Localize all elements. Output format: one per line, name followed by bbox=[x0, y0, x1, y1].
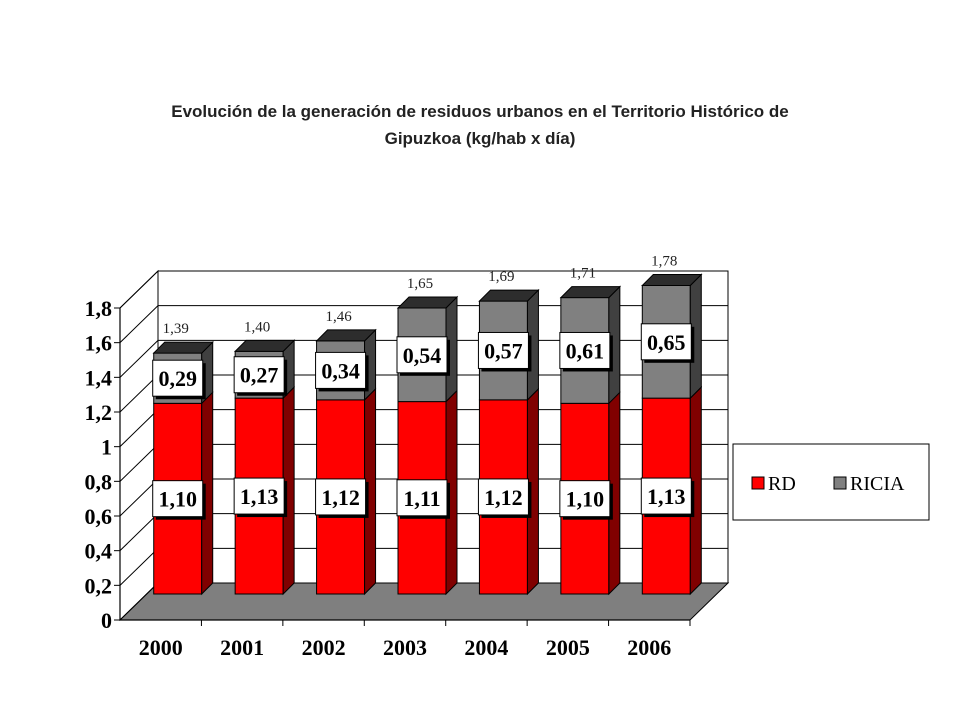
data-label-box bbox=[559, 331, 611, 369]
bar-top bbox=[233, 339, 296, 352]
data-label-box bbox=[396, 479, 448, 517]
data-label-ricia: 0,29 bbox=[158, 366, 197, 391]
x-tick-label: 2004 bbox=[464, 635, 508, 660]
legend-label-ricia: RICIA bbox=[850, 473, 905, 495]
y-tick-label: 1,4 bbox=[85, 365, 113, 390]
total-label: 1,69 bbox=[488, 269, 514, 285]
x-tick-label: 2002 bbox=[302, 635, 346, 660]
data-label-ricia: 0,57 bbox=[484, 338, 523, 363]
data-label-rd: 1,11 bbox=[403, 486, 440, 511]
y-tick-label: 1 bbox=[101, 435, 112, 460]
chart-title-line-2: Gipuzkoa (kg/hab x día) bbox=[384, 129, 576, 148]
total-label: 1,40 bbox=[244, 319, 270, 335]
total-label: 1,71 bbox=[570, 266, 596, 282]
data-label-ricia: 0,65 bbox=[647, 330, 686, 355]
gridline bbox=[119, 270, 728, 309]
total-label: 1,65 bbox=[407, 276, 433, 292]
data-label-box bbox=[233, 356, 285, 394]
data-label-box bbox=[152, 359, 204, 397]
bar-group-2004: 1,12 0,57 1,69 bbox=[477, 269, 540, 596]
data-label-box bbox=[233, 477, 285, 515]
bar-group-2006: 1,13 0,65 1,78 bbox=[640, 253, 703, 596]
total-label: 1,46 bbox=[325, 309, 352, 325]
x-axis-ticks: 2000 2001 2002 2003 2004 2005 2006 bbox=[139, 620, 691, 660]
data-label-box bbox=[396, 336, 448, 374]
data-label-rd: 1,12 bbox=[321, 485, 360, 510]
data-label-box bbox=[315, 351, 367, 389]
bars: 1,10 0,29 1,39 1,13 0,27 1,40 1,12 0,34 1,46 1,11… bbox=[152, 253, 703, 596]
data-label-box bbox=[477, 331, 529, 369]
side-wall bbox=[119, 269, 159, 622]
bar-group-2002: 1,12 0,34 1,46 bbox=[315, 309, 377, 596]
bar-top bbox=[315, 329, 377, 342]
chart-title: Evolución de la generación de residuos u… bbox=[40, 98, 920, 152]
data-label-ricia: 0,27 bbox=[240, 363, 279, 388]
x-tick-label: 2006 bbox=[627, 635, 671, 660]
y-tick-label: 0,8 bbox=[85, 469, 113, 494]
x-tick-label: 2000 bbox=[139, 635, 183, 660]
data-label-box bbox=[640, 477, 692, 515]
y-tick-label: 0 bbox=[101, 608, 112, 633]
y-tick-label: 1,2 bbox=[85, 400, 113, 425]
bar-group-2003: 1,11 0,54 1,65 bbox=[396, 276, 459, 596]
data-label-rd: 1,13 bbox=[647, 484, 686, 509]
data-label-ricia: 0,54 bbox=[403, 343, 442, 368]
y-tick-label: 0,4 bbox=[85, 539, 113, 564]
legend-label-rd: RD bbox=[768, 473, 796, 495]
bar-top bbox=[152, 341, 214, 354]
x-tick-label: 2005 bbox=[546, 635, 590, 660]
data-label-box bbox=[315, 478, 367, 516]
data-label-box bbox=[477, 478, 529, 516]
bar-top bbox=[396, 296, 459, 309]
y-tick-label: 1,6 bbox=[85, 331, 113, 356]
bar-top bbox=[559, 286, 622, 299]
bar-group-2005: 1,10 0,61 1,71 bbox=[559, 266, 622, 596]
x-tick-label: 2001 bbox=[220, 635, 264, 660]
data-label-rd: 1,10 bbox=[158, 487, 197, 512]
y-tick-label: 0,6 bbox=[85, 504, 113, 529]
data-label-ricia: 0,34 bbox=[321, 358, 360, 383]
total-label: 1,39 bbox=[163, 321, 189, 337]
y-tick-label: 1,8 bbox=[85, 296, 113, 321]
legend-box bbox=[732, 443, 930, 521]
data-label-rd: 1,13 bbox=[240, 484, 279, 509]
x-tick-label: 2003 bbox=[383, 635, 427, 660]
chart-title-line-1: Evolución de la generación de residuos u… bbox=[171, 102, 789, 121]
total-label: 1,78 bbox=[651, 253, 677, 269]
legend-swatch-rd bbox=[751, 476, 765, 490]
y-tick-label: 0,2 bbox=[85, 573, 113, 598]
legend: RD RICIA bbox=[732, 443, 930, 521]
y-axis-ticks: 0 0,2 0,4 0,6 0,8 1 1,2 1,4 1,6 1,8 bbox=[85, 296, 120, 633]
data-label-rd: 1,12 bbox=[484, 485, 523, 510]
data-label-box bbox=[559, 480, 611, 518]
data-label-box bbox=[152, 480, 204, 518]
data-label-rd: 1,10 bbox=[566, 487, 605, 512]
bar-group-2000: 1,10 0,29 1,39 bbox=[152, 321, 214, 596]
legend-swatch-ricia bbox=[833, 476, 847, 490]
bar-group-2001: 1,13 0,27 1,40 bbox=[233, 319, 296, 596]
data-label-box bbox=[640, 323, 692, 361]
data-label-ricia: 0,61 bbox=[566, 338, 605, 363]
bar-top bbox=[478, 289, 540, 302]
bar-top bbox=[641, 273, 703, 286]
